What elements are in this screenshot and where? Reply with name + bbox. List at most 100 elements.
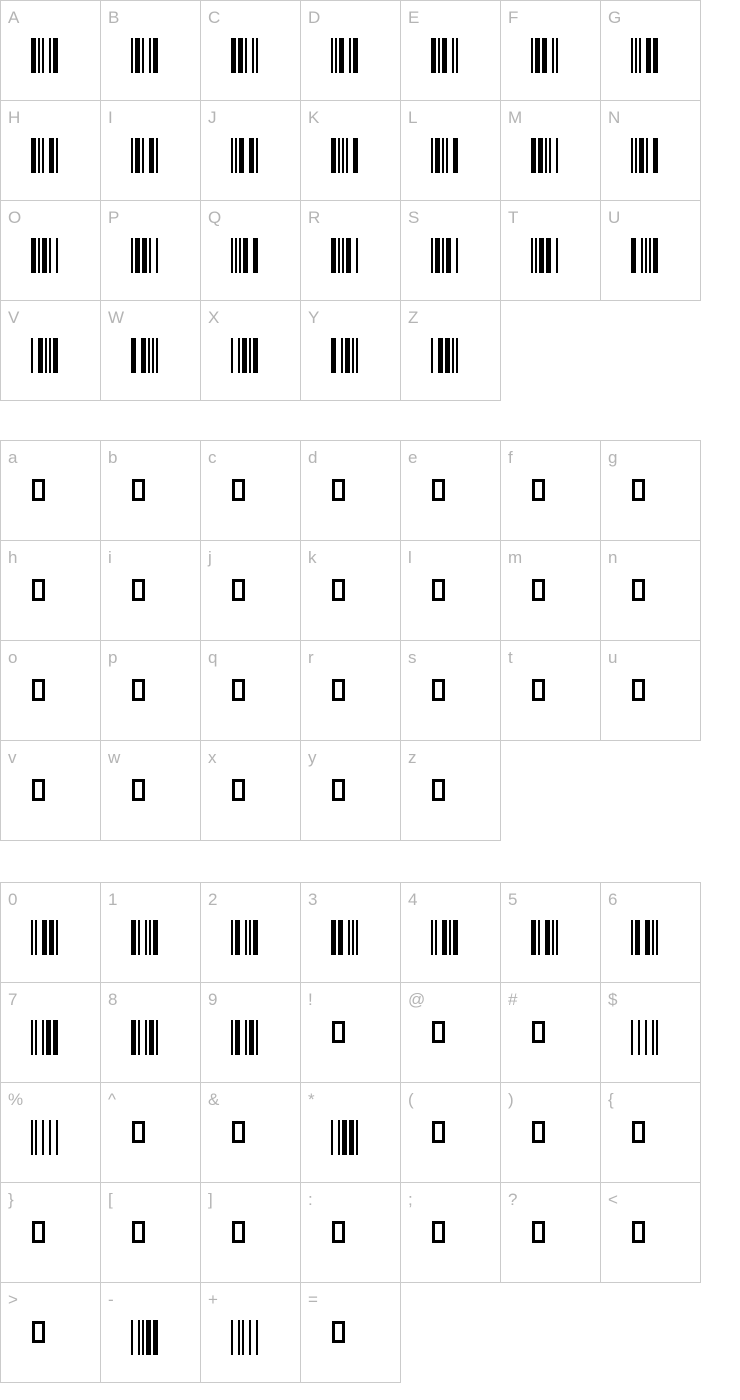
barcode-bar <box>238 38 243 73</box>
digits-symbols-grid: 0 1 2 3 4 5 6 7 8 9! @ # $% ^ & * () {} []:;? < > - + = <box>0 882 701 1383</box>
barcode-bar <box>656 920 658 955</box>
barcode-bar <box>42 1020 44 1055</box>
barcode-bar <box>53 1020 58 1055</box>
missing-glyph-box <box>332 579 345 601</box>
barcode-bar <box>235 238 237 273</box>
barcode-bar <box>353 38 358 73</box>
barcode-bar <box>531 920 536 955</box>
cell-label: K <box>308 108 320 127</box>
missing-glyph-box <box>132 1121 145 1143</box>
barcode-bar <box>253 338 258 373</box>
barcode-bar <box>56 238 58 273</box>
glyph-cell: F <box>501 1 601 101</box>
barcode-bar <box>635 38 637 73</box>
barcode-bar <box>641 238 643 273</box>
glyph-cell: Q <box>201 201 301 301</box>
barcode-bar <box>256 138 258 173</box>
barcode-bar <box>431 38 436 73</box>
cell-label: G <box>608 8 622 27</box>
cell-label: 7 <box>8 990 18 1009</box>
glyph-cell: x <box>201 741 301 841</box>
cell-label: [ <box>108 1190 113 1209</box>
barcode-bar <box>249 138 254 173</box>
barcode-bar <box>31 38 36 73</box>
glyph-cell: > <box>1 1283 101 1383</box>
barcode-glyph <box>31 1120 58 1155</box>
missing-glyph-box <box>32 479 45 501</box>
barcode-bar <box>556 920 558 955</box>
barcode-bar <box>442 38 447 73</box>
barcode-bar <box>156 338 158 373</box>
barcode-bar <box>142 38 144 73</box>
barcode-bar <box>335 38 337 73</box>
barcode-bar <box>149 238 151 273</box>
barcode-glyph <box>31 238 58 273</box>
barcode-glyph <box>31 38 58 73</box>
cell-label: o <box>8 648 18 667</box>
barcode-bar <box>645 920 650 955</box>
glyph-cell: S <box>401 201 501 301</box>
glyph-cell: i <box>101 541 201 641</box>
cell-label: 4 <box>408 890 418 909</box>
barcode-bar <box>431 338 433 373</box>
barcode-bar <box>231 1020 233 1055</box>
barcode-bar <box>545 920 550 955</box>
barcode-glyph <box>631 238 658 273</box>
barcode-bar <box>35 1020 37 1055</box>
barcode-bar <box>46 1020 51 1055</box>
barcode-glyph <box>431 920 458 955</box>
missing-glyph-box <box>432 1121 445 1143</box>
barcode-bar <box>331 920 336 955</box>
grid-row: % ^ & * () { <box>1 1083 701 1183</box>
barcode-bar <box>53 338 58 373</box>
barcode-bar <box>431 238 433 273</box>
glyph-cell: C <box>201 1 301 101</box>
cell-label: J <box>208 108 217 127</box>
barcode-bar <box>649 238 651 273</box>
barcode-glyph <box>31 920 58 955</box>
barcode-glyph <box>531 38 558 73</box>
missing-glyph-box <box>532 1021 545 1043</box>
barcode-bar <box>238 338 240 373</box>
cell-label: 5 <box>508 890 518 909</box>
glyph-cell: = <box>301 1283 401 1383</box>
cell-label: s <box>408 648 417 667</box>
glyph-cell: Z <box>401 301 501 401</box>
barcode-bar <box>446 238 451 273</box>
cell-label: P <box>108 208 120 227</box>
barcode-bar <box>631 138 633 173</box>
barcode-bar <box>152 338 154 373</box>
glyph-cell: $ <box>601 983 701 1083</box>
barcode-bar <box>356 1120 358 1155</box>
missing-glyph-box <box>132 679 145 701</box>
barcode-bar <box>31 920 33 955</box>
grid-row: h i j k l m n <box>1 541 701 641</box>
barcode-glyph <box>131 1320 158 1355</box>
missing-glyph-box <box>632 1221 645 1243</box>
barcode-bar <box>142 238 147 273</box>
barcode-bar <box>535 238 537 273</box>
barcode-glyph <box>31 1020 58 1055</box>
glyph-cell: k <box>301 541 401 641</box>
cell-label: } <box>8 1190 14 1209</box>
cell-label: L <box>408 108 418 127</box>
barcode-bar <box>349 1120 354 1155</box>
barcode-bar <box>138 1020 140 1055</box>
missing-glyph-box <box>232 479 245 501</box>
cell-label: a <box>8 448 18 467</box>
barcode-bar <box>252 38 254 73</box>
glyph-cell: m <box>501 541 601 641</box>
missing-glyph-box <box>232 579 245 601</box>
barcode-glyph <box>231 920 258 955</box>
glyph-cell: 5 <box>501 883 601 983</box>
cell-label: F <box>508 8 519 27</box>
barcode-bar <box>342 238 344 273</box>
missing-glyph-box <box>32 679 45 701</box>
barcode-bar <box>452 338 454 373</box>
cell-label: 9 <box>208 990 218 1009</box>
barcode-glyph <box>231 1320 258 1355</box>
cell-label: ? <box>508 1190 518 1209</box>
barcode-bar <box>53 38 58 73</box>
grid-row: A B C D E F G <box>1 1 701 101</box>
missing-glyph-box <box>332 679 345 701</box>
